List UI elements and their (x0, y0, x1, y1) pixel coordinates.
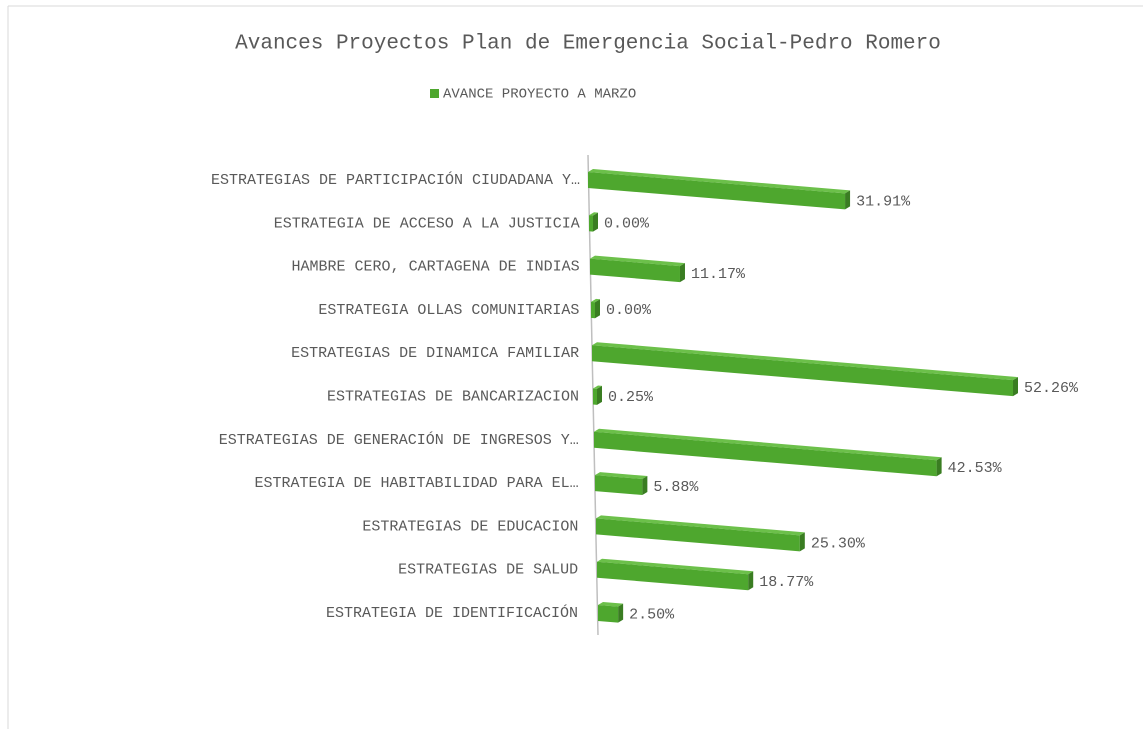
bar-end (597, 385, 602, 405)
bar (591, 301, 595, 319)
bar-end (799, 532, 805, 552)
bar (594, 431, 937, 477)
category-label: ESTRATEGIA DE IDENTIFICACIÓN (326, 604, 578, 622)
bar-end (679, 263, 685, 283)
category-label: ESTRATEGIAS DE PARTICIPACIÓN CIUDADANA Y… (211, 171, 580, 189)
bar (593, 388, 597, 405)
data-label: 2.50% (629, 607, 675, 624)
bar-top (590, 255, 685, 267)
bar-end (618, 603, 624, 623)
bar (597, 561, 749, 591)
bar-end (595, 299, 600, 319)
bar-top (593, 385, 602, 389)
bar (595, 475, 643, 496)
category-label: HAMBRE CERO, CARTAGENA DE INDIAS (292, 259, 580, 276)
bar (596, 518, 800, 552)
bar-top (592, 342, 1018, 381)
bar-top (597, 558, 754, 575)
bar-top (591, 298, 600, 303)
bar (598, 605, 619, 623)
category-label: ESTRATEGIAS DE DINAMICA FAMILIAR (291, 345, 579, 362)
category-label: ESTRATEGIAS DE SALUD (398, 562, 578, 579)
category-label: ESTRATEGIA DE ACCESO A LA JUSTICIA (274, 215, 580, 232)
data-label: 0.00% (604, 216, 650, 233)
data-label: 18.77% (759, 574, 814, 591)
category-label: ESTRATEGIA DE HABITABILIDAD PARA EL… (255, 475, 579, 492)
data-label: 42.53% (948, 460, 1003, 477)
data-label: 31.91% (856, 193, 911, 210)
chart-title: Avances Proyectos Plan de Emergencia Soc… (235, 33, 941, 56)
data-label: 5.88% (653, 479, 699, 496)
category-label: ESTRATEGIAS DE BANCARIZACION (327, 388, 579, 405)
bar-end (845, 190, 851, 210)
data-label: 25.30% (811, 535, 866, 552)
bar-end (1013, 377, 1018, 397)
data-label: 11.17% (691, 266, 746, 283)
data-label: 0.25% (608, 389, 654, 406)
bar (592, 345, 1013, 397)
data-label: 52.26% (1024, 380, 1079, 397)
bar-top (595, 472, 648, 480)
bar-top (598, 602, 624, 607)
bar-end (936, 457, 942, 477)
data-label: 0.00% (606, 302, 652, 319)
bar (590, 258, 680, 283)
bar-end (748, 571, 754, 591)
legend-label: AVANCE PROYECTO A MARZO (443, 87, 636, 103)
bar-top (594, 428, 942, 461)
bar (588, 172, 846, 210)
category-label: ESTRATEGIAS DE GENERACIÓN DE INGRESOS Y… (219, 431, 579, 449)
bar-top (588, 169, 851, 194)
legend-swatch (430, 89, 439, 98)
bar (589, 215, 593, 232)
bar-end (642, 476, 648, 496)
bar-end (593, 212, 598, 232)
category-label: ESTRATEGIA OLLAS COMUNITARIAS (318, 302, 579, 319)
category-label: ESTRATEGIAS DE EDUCACION (362, 518, 578, 535)
bar-top (596, 515, 805, 536)
bar-top (589, 212, 598, 216)
